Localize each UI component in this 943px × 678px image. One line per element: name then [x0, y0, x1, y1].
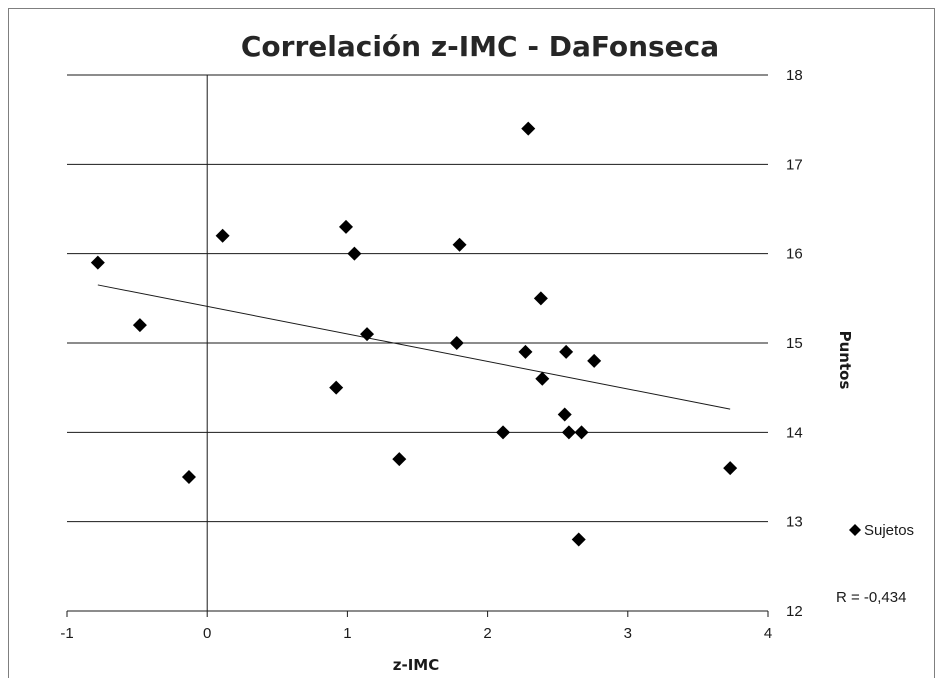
y-tick-label: 13: [786, 514, 803, 531]
y-axis-label: Puntos: [836, 331, 854, 390]
x-tick-label: 1: [343, 625, 351, 642]
legend: Sujetos: [849, 522, 914, 539]
data-point: [557, 407, 572, 422]
y-tick-label: 16: [786, 246, 803, 263]
data-point: [181, 470, 196, 484]
x-tick-label: 4: [764, 625, 772, 642]
data-point: [518, 344, 533, 359]
trendline: [97, 284, 731, 410]
data-point: [347, 246, 362, 261]
x-axis-label: z-IMC: [393, 656, 439, 674]
y-tick-label: 15: [786, 335, 803, 352]
y-tick-label: 12: [786, 603, 803, 620]
x-tick-label: -1: [60, 625, 73, 642]
legend-marker-sujetos: [849, 524, 861, 536]
y-tick-label: 17: [786, 156, 803, 173]
data-point: [723, 461, 738, 476]
data-point: [496, 425, 511, 440]
data-point: [132, 318, 147, 333]
data-point: [561, 425, 576, 440]
chart-title: Correlación z-IMC - DaFonseca: [241, 30, 719, 63]
data-point: [90, 255, 105, 270]
x-tick-label: 2: [483, 625, 491, 642]
data-point: [535, 371, 550, 386]
data-point: [587, 353, 602, 368]
data-point: [521, 121, 536, 136]
data-point: [215, 228, 230, 243]
data-point: [329, 380, 344, 395]
data-point: [571, 532, 586, 547]
legend-label-sujetos: Sujetos: [864, 522, 914, 539]
data-point: [533, 291, 548, 306]
x-tick-label: 3: [624, 625, 632, 642]
data-point: [559, 344, 574, 359]
data-point: [360, 327, 375, 342]
y-tick-label: 18: [786, 67, 803, 84]
data-point: [452, 237, 467, 252]
data-point: [449, 336, 464, 350]
data-point: [392, 452, 407, 467]
correlation-annotation: R = -0,434: [836, 589, 906, 606]
x-tick-label: 0: [203, 625, 211, 642]
data-point: [338, 219, 353, 234]
y-tick-label: 14: [786, 424, 803, 441]
chart-frame: [8, 8, 935, 678]
data-point: [574, 425, 589, 440]
